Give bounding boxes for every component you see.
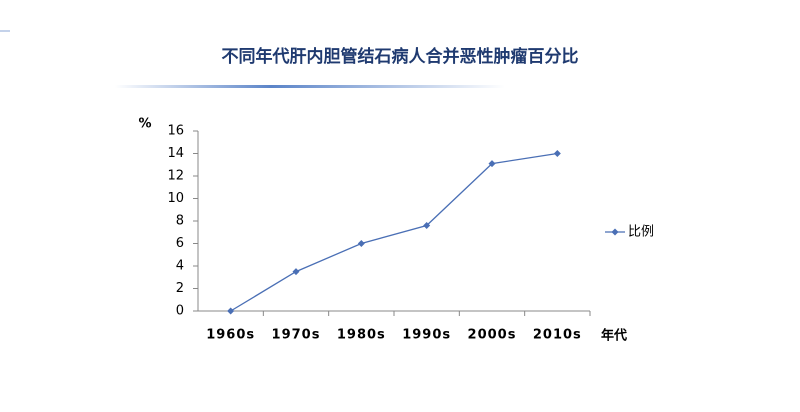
y-tick-label: 0 [176, 304, 184, 319]
data-point [357, 240, 365, 247]
x-tick-label: 1960s [206, 328, 255, 343]
chart-title: 不同年代肝内胆管结石病人合并恶性肿瘤百分比 [222, 46, 579, 67]
y-tick-label: 6 [176, 236, 184, 251]
x-tick-label: 1980s [337, 328, 386, 343]
y-tick-label: 16 [167, 124, 184, 139]
legend-label: 比例 [628, 225, 654, 240]
data-point [423, 222, 431, 229]
x-tick-label: 2000s [468, 328, 517, 343]
x-axis-label: 年代 [601, 328, 627, 344]
data-point [553, 150, 561, 157]
y-tick-label: 4 [176, 259, 184, 274]
data-point [227, 307, 235, 315]
x-tick-label: 1970s [272, 328, 321, 343]
x-tick-label: 1990s [402, 328, 451, 343]
y-tick-label: 8 [176, 214, 184, 229]
y-tick-label: 2 [176, 281, 184, 296]
y-tick-label: 12 [167, 169, 184, 184]
y-tick-label: 10 [167, 191, 184, 206]
y-axis-label: % [138, 117, 151, 132]
title-underline [115, 85, 505, 88]
y-tick-label: 14 [167, 146, 184, 161]
data-point [292, 268, 300, 276]
series-line [230, 152, 558, 312]
data-point [488, 160, 496, 168]
x-tick-label: 2010s [533, 328, 582, 343]
legend-marker [611, 228, 619, 236]
